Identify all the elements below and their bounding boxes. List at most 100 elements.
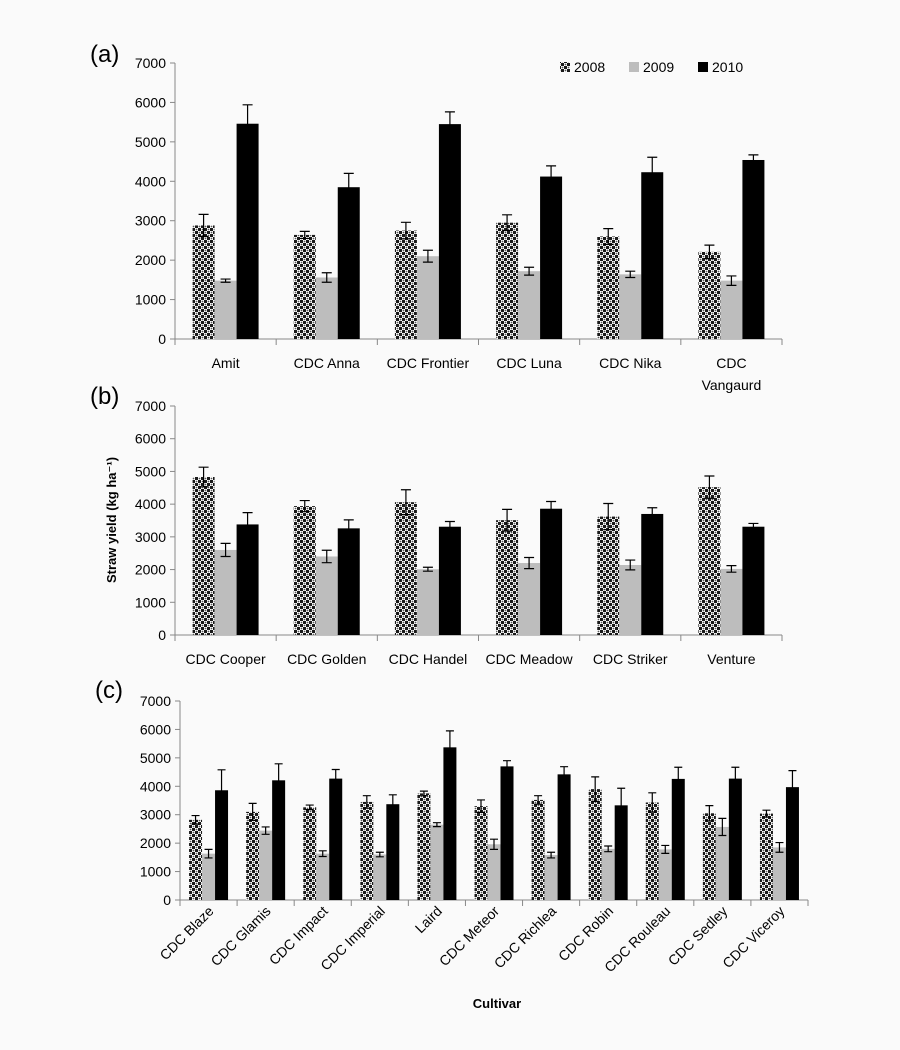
- panel-b-category-label: CDC Handel: [389, 651, 468, 667]
- panel-c-category-label: Laird: [412, 903, 445, 936]
- panel-a-y-tick-label: 3000: [135, 213, 166, 229]
- legend: 2008 2009 2010: [560, 59, 743, 75]
- panel-a-bar-2009: [619, 274, 642, 339]
- legend-swatch-2010: [698, 62, 708, 72]
- panel-a-bar-2010: [236, 123, 259, 339]
- panel-b-y-tick-label: 0: [158, 627, 166, 643]
- panel-a-error-bar-2010: [546, 165, 557, 188]
- panel-a-error-bar-2008: [603, 228, 614, 245]
- panel-c-error-bar-2009: [547, 851, 556, 859]
- panel-b-bar-2009: [315, 556, 338, 635]
- panel-c-bar-2010: [557, 774, 571, 900]
- panel-c-bar-2008: [474, 806, 488, 900]
- panel-c-bar-2010: [272, 780, 286, 900]
- panel-a-label: (a): [90, 41, 119, 68]
- panel-c-bar-2009: [373, 854, 387, 900]
- y-axis-title: Straw yield (kg ha⁻¹): [104, 457, 119, 583]
- panel-c-error-bar-2008: [419, 790, 428, 797]
- panel-b-bar-2010: [337, 528, 360, 635]
- panel-a-bar-2009: [315, 277, 338, 339]
- panel-a-error-bar-2009: [422, 249, 433, 263]
- panel-c-bar-2010: [671, 778, 685, 900]
- panel-b-y-tick-label: 4000: [135, 496, 166, 512]
- panel-b-y-tick-label: 3000: [135, 529, 166, 545]
- panel-b-y-tick-label: 7000: [135, 398, 166, 414]
- panel-a-category-label: CDC Nika: [599, 355, 661, 371]
- panel-b-error-bar-2008: [704, 475, 715, 499]
- panel-a-bar-2009: [416, 256, 439, 339]
- panel-a-bar-2010: [742, 159, 765, 339]
- panel-c-category-label: CDC Richlea: [491, 903, 560, 972]
- panel-b-bar-2010: [742, 526, 765, 635]
- panel-c-error-bar-2010: [788, 770, 797, 805]
- panel-c-bar-2009: [487, 844, 501, 900]
- panel-b-category-label: Venture: [707, 651, 755, 667]
- panel-c-error-bar-2010: [217, 769, 226, 812]
- panel-c-bar-2010: [500, 766, 514, 900]
- panel-b-bar-2008: [293, 506, 316, 635]
- panel-b-bar-2010: [641, 513, 664, 635]
- panel-c-category-label: CDC Robin: [555, 903, 616, 964]
- panel-b-bar-2008: [394, 502, 417, 635]
- panel-c-error-bar-2009: [604, 845, 613, 853]
- panel-c-bar-2008: [645, 802, 659, 900]
- panel-c-bar-2008: [588, 789, 602, 900]
- panel-b-y-tick-label: 2000: [135, 562, 166, 578]
- panel-c-category-label: CDC Blaze: [156, 903, 216, 963]
- legend-label-2009: 2009: [643, 59, 674, 75]
- panel-b-category-label: CDC Meadow: [486, 651, 574, 667]
- panel-a-bar-2010: [438, 124, 461, 339]
- panel-c-bar-2008: [417, 793, 431, 900]
- panel-c-y-tick-label: 0: [163, 892, 171, 908]
- panel-c-error-bar-2009: [775, 841, 784, 853]
- panel-a-y-tick-label: 6000: [135, 94, 166, 110]
- panel-b-y-tick-label: 1000: [135, 594, 166, 610]
- panel-c-label: (c): [95, 677, 123, 704]
- panel-a-bar-2008: [394, 230, 417, 339]
- panel-c-bar-2009: [715, 826, 729, 900]
- panel-c-error-bar-2009: [204, 848, 213, 859]
- panel-a-bar-2010: [337, 187, 360, 339]
- panel-c-bar-2008: [759, 813, 773, 900]
- panel-c-bar-2008: [531, 799, 545, 900]
- panel-b-bar-2008: [597, 516, 620, 635]
- panel-a-error-bar-2009: [220, 278, 231, 283]
- panel-a-error-bar-2009: [524, 266, 535, 276]
- panel-c-bar-2010: [386, 804, 400, 900]
- panel-a-bar-2008: [698, 251, 721, 339]
- panel-c-error-bar-2008: [305, 804, 314, 811]
- x-axis-title: Cultivar: [473, 996, 521, 1011]
- panel-c-y-tick-label: 7000: [140, 693, 171, 709]
- panel-b-error-bar-2009: [625, 559, 636, 571]
- panel-a-y-tick-label: 1000: [135, 292, 166, 308]
- panel-c-error-bar-2008: [477, 799, 485, 814]
- panel-c-y-tick-label: 6000: [140, 721, 171, 737]
- panel-c-bar-2010: [785, 787, 799, 900]
- panel-c-error-bar-2008: [534, 795, 543, 805]
- panel-b-bar-2010: [540, 508, 563, 635]
- panel-b-error-bar-2009: [220, 542, 231, 558]
- panel-c-bar-2010: [443, 747, 457, 900]
- panel-c-y-tick-label: 2000: [140, 835, 171, 851]
- panel-c-error-bar-2010: [674, 766, 683, 792]
- panel-c-error-bar-2010: [445, 730, 454, 765]
- panel-c-error-bar-2010: [331, 768, 340, 789]
- panel-b-bar-2010: [236, 524, 259, 635]
- panel-c-bar-2008: [702, 813, 716, 900]
- panel-c-error-bar-2009: [661, 844, 670, 854]
- panel-c-error-bar-2008: [591, 776, 600, 802]
- panel-b-bar-2009: [214, 549, 237, 635]
- panel-c-bar-2008: [189, 819, 203, 900]
- panel-c-error-bar-2008: [191, 814, 200, 825]
- panel-c-bar-2009: [772, 847, 786, 900]
- panel-a-error-bar-2010: [444, 111, 455, 137]
- panel-c-bar-2009: [430, 824, 444, 900]
- panel-b-bar-2008: [496, 520, 519, 635]
- panel-a-error-bar-2010: [242, 104, 253, 144]
- panel-b-label: (b): [90, 383, 119, 410]
- panel-c-error-bar-2010: [503, 760, 511, 773]
- panel-b-bar-2009: [416, 569, 439, 635]
- panel-c-error-bar-2009: [432, 822, 441, 828]
- legend-swatch-2009: [629, 62, 639, 72]
- panel-b-error-bar-2008: [502, 508, 513, 532]
